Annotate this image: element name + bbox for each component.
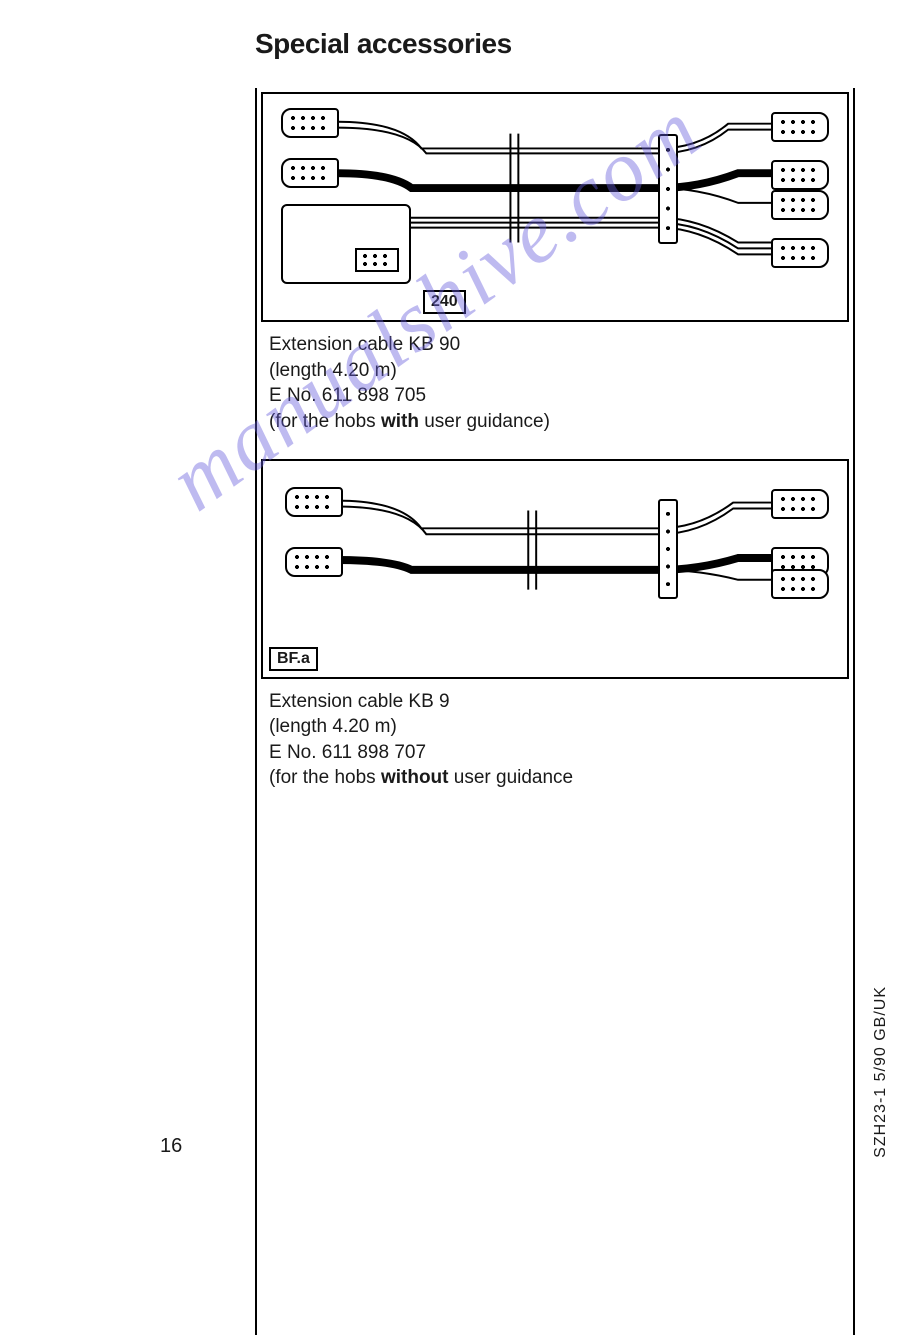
- junction-strip: [658, 134, 678, 244]
- connector-left-2: [281, 158, 339, 188]
- caption-line: (length 4.20 m): [269, 714, 849, 740]
- connector-left-1b: [285, 487, 343, 517]
- caption-line: (length 4.20 m): [269, 358, 849, 384]
- connector-left-1: [281, 108, 339, 138]
- page-title: Special accessories: [255, 28, 858, 60]
- caption-bold: with: [381, 411, 419, 432]
- caption-line: (for the hobs with user guidance): [269, 409, 849, 435]
- figure-1-label: 240: [423, 290, 466, 314]
- caption-text: (for the hobs: [269, 411, 381, 432]
- page: Special accessories: [0, 0, 918, 1188]
- connector-left-2b: [285, 547, 343, 577]
- connector-right-4: [771, 238, 829, 268]
- figure-2: BF.a: [261, 459, 849, 679]
- caption-line: Extension cable KB 9: [269, 689, 849, 715]
- caption-text: (for the hobs: [269, 767, 381, 788]
- caption-line: E No. 611 898 707: [269, 740, 849, 766]
- caption-line: Extension cable KB 90: [269, 332, 849, 358]
- connector-right-2: [771, 160, 829, 190]
- connector-right-3b: [771, 569, 829, 599]
- caption-bold: without: [381, 767, 449, 788]
- page-number: 16: [160, 1135, 182, 1158]
- figure-2-caption: Extension cable KB 9 (length 4.20 m) E N…: [269, 689, 849, 792]
- junction-strip-b: [658, 499, 678, 599]
- caption-line: E No. 611 898 705: [269, 383, 849, 409]
- control-box: [281, 204, 411, 284]
- figure-1-caption: Extension cable KB 90 (length 4.20 m) E …: [269, 332, 849, 435]
- cable-diagram-2: [263, 461, 847, 675]
- figure-2-label: BF.a: [269, 647, 318, 671]
- document-code: SZH23-1 5/90 GB/UK: [872, 986, 890, 1158]
- figure-1: 240: [261, 92, 849, 322]
- connector-right-3: [771, 190, 829, 220]
- connector-right-1b: [771, 489, 829, 519]
- connector-right-1: [771, 112, 829, 142]
- caption-line: (for the hobs without user guidance: [269, 765, 849, 791]
- caption-text: user guidance: [448, 767, 573, 788]
- caption-text: user guidance): [419, 411, 550, 432]
- content-column: 240 Extension cable KB 90 (length 4.20 m…: [255, 88, 855, 1335]
